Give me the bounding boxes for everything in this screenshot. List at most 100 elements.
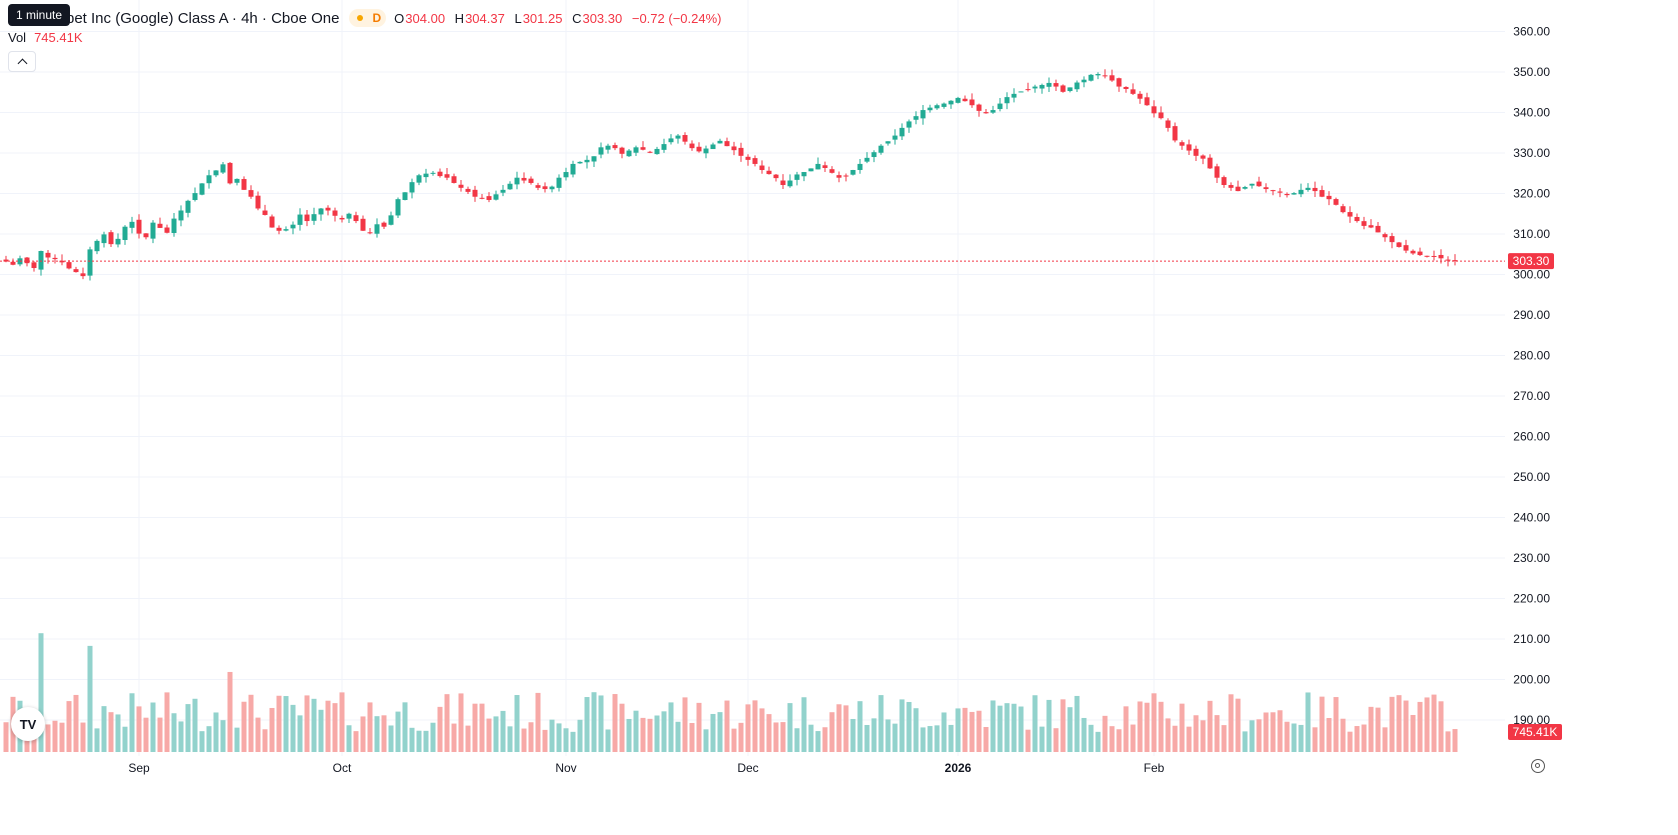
candle-body bbox=[262, 210, 268, 215]
volume-bar bbox=[1326, 718, 1332, 752]
volume-bar bbox=[1144, 702, 1150, 752]
candle-body bbox=[38, 251, 44, 270]
volume-legend: Vol 745.41K bbox=[8, 30, 83, 45]
volume-bar bbox=[465, 725, 471, 752]
candle-body bbox=[220, 164, 226, 173]
candle-body bbox=[1347, 212, 1353, 217]
volume-bar bbox=[934, 725, 940, 752]
candle-body bbox=[535, 185, 541, 188]
candle-body bbox=[59, 260, 65, 263]
volume-bar bbox=[1424, 697, 1430, 752]
candle-body bbox=[416, 175, 422, 183]
candle-body bbox=[24, 257, 30, 264]
volume-bar bbox=[969, 711, 975, 752]
candle-body bbox=[1088, 74, 1094, 81]
candle-body bbox=[976, 104, 982, 111]
candle-body bbox=[31, 262, 37, 269]
volume-bar bbox=[262, 729, 268, 752]
candle-body bbox=[696, 146, 702, 152]
price-tick-label: 360.00 bbox=[1513, 25, 1550, 39]
candle-body bbox=[661, 144, 667, 150]
candle-body bbox=[178, 210, 184, 221]
volume-bar bbox=[129, 693, 135, 752]
candle-body bbox=[332, 210, 338, 216]
volume-bar bbox=[1116, 729, 1122, 752]
candle-body bbox=[1445, 259, 1451, 261]
volume-bar bbox=[1039, 726, 1045, 752]
volume-bar bbox=[591, 692, 597, 752]
volume-bar bbox=[1102, 715, 1108, 752]
volume-bar bbox=[752, 700, 758, 752]
time-tick-label: Nov bbox=[555, 761, 576, 775]
volume-bar bbox=[1165, 718, 1171, 752]
volume-bar bbox=[801, 697, 807, 752]
volume-bar bbox=[1291, 723, 1297, 752]
candle-body bbox=[73, 269, 79, 273]
candle-body bbox=[248, 190, 254, 197]
candle-body bbox=[157, 223, 163, 228]
candle-body bbox=[850, 170, 856, 175]
market-status-badge[interactable]: D bbox=[349, 9, 387, 27]
volume-bar bbox=[661, 711, 667, 752]
candle-body bbox=[892, 135, 898, 140]
symbol-title[interactable]: bet Inc (Google) Class A · 4h · Cboe One bbox=[66, 9, 340, 27]
volume-bar bbox=[479, 703, 485, 752]
candle-body bbox=[1207, 157, 1213, 169]
candle-body bbox=[1298, 189, 1304, 195]
candle-body bbox=[528, 178, 534, 183]
candle-body bbox=[689, 143, 695, 149]
candle-body bbox=[1263, 187, 1269, 190]
volume-bar bbox=[920, 727, 926, 752]
price-tick-label: 230.00 bbox=[1513, 551, 1550, 565]
candle-body bbox=[185, 200, 191, 213]
volume-bar bbox=[283, 696, 289, 752]
time-axis: Sep Oct Nov Dec 2026 Feb bbox=[128, 761, 1164, 775]
volume-bar bbox=[1403, 700, 1409, 752]
volume-bar bbox=[486, 718, 492, 752]
candle-body bbox=[1375, 225, 1381, 233]
volume-key: Vol bbox=[8, 30, 27, 45]
tradingview-logo-icon[interactable]: TV bbox=[11, 707, 45, 741]
candle-body bbox=[1277, 191, 1283, 193]
candle-body bbox=[752, 158, 758, 164]
candle-body bbox=[1151, 106, 1157, 114]
time-tick-label: Oct bbox=[333, 761, 352, 775]
candle-body bbox=[1452, 260, 1458, 262]
price-tick-label: 260.00 bbox=[1513, 430, 1550, 444]
volume-bar bbox=[1270, 712, 1276, 752]
volume-bar bbox=[1179, 703, 1185, 752]
candle-body bbox=[1025, 89, 1031, 91]
volume-bar bbox=[500, 710, 506, 752]
candle-body bbox=[409, 182, 415, 193]
volume-bar bbox=[731, 728, 737, 752]
price-tick-label: 280.00 bbox=[1513, 349, 1550, 363]
volume-bar bbox=[115, 714, 121, 752]
candle-body bbox=[927, 107, 933, 111]
candle-body bbox=[311, 214, 317, 221]
candle-body bbox=[759, 165, 765, 171]
candle-body bbox=[906, 121, 912, 128]
volume-bar bbox=[1249, 720, 1255, 752]
gear-icon[interactable] bbox=[1531, 759, 1545, 773]
volume-bar bbox=[164, 692, 170, 752]
candle-body bbox=[598, 147, 604, 155]
volume-bar bbox=[45, 724, 51, 752]
volume-bar bbox=[703, 729, 709, 752]
volume-bar bbox=[367, 702, 373, 752]
collapse-legend-button[interactable] bbox=[8, 51, 36, 72]
candle-body bbox=[381, 222, 387, 227]
ohlc-values: O304.00 H304.37 L301.25 C303.30 −0.72 (−… bbox=[394, 11, 727, 26]
low-value: 301.25 bbox=[522, 10, 563, 26]
volume-bar bbox=[514, 695, 520, 752]
candle-body bbox=[304, 214, 310, 222]
volume-bar bbox=[556, 723, 562, 752]
candle-body bbox=[1081, 79, 1087, 83]
candle-body bbox=[1291, 193, 1297, 195]
volume-bar bbox=[276, 695, 282, 752]
candle-body bbox=[206, 175, 212, 184]
candle-body bbox=[1186, 144, 1192, 151]
volume-bar bbox=[626, 718, 632, 752]
volume-bar bbox=[199, 731, 205, 752]
volume-bar bbox=[864, 724, 870, 752]
